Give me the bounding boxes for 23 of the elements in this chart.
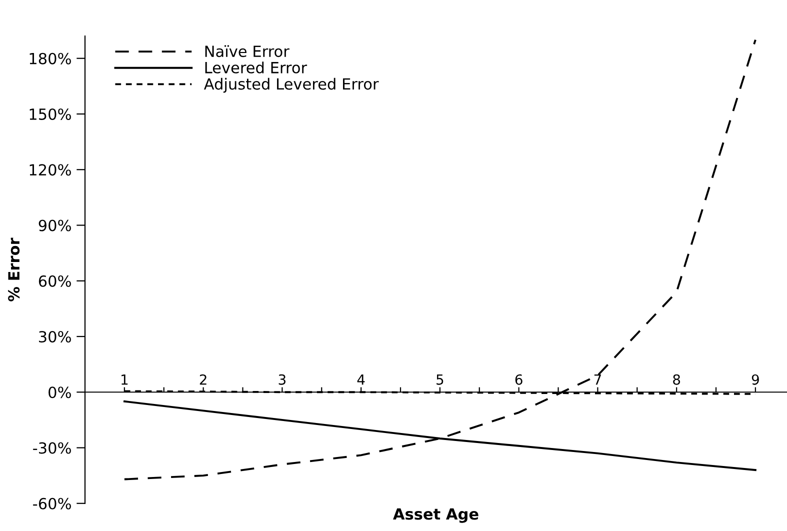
x-tick-label: 6 <box>515 374 522 385</box>
y-tick-label: 30% <box>39 330 71 343</box>
x-tick-label: 9 <box>752 374 759 385</box>
x-tick-label: 4 <box>357 374 365 385</box>
y-tick-label: 120% <box>30 164 71 176</box>
legend-label: Naïve Error <box>205 45 290 58</box>
y-tick-label: 90% <box>38 220 71 232</box>
y-tick-label: -30% <box>33 442 71 454</box>
y-tick-label: 150% <box>30 108 71 120</box>
x-tick-label: 8 <box>673 374 680 385</box>
y-axis-title: % Error <box>8 238 20 302</box>
y-tick-label: 60% <box>38 275 71 287</box>
x-tick-label: 7 <box>594 374 601 385</box>
y-tick-label: 180% <box>30 52 71 64</box>
y-tick-label: -60% <box>33 498 71 510</box>
x-tick-label: 2 <box>200 374 206 385</box>
x-axis-title: Asset Age <box>393 508 478 523</box>
x-tick-label: 5 <box>436 374 444 385</box>
legend-label: Adjusted Levered Error <box>204 78 379 93</box>
x-tick-label: 1 <box>122 374 128 385</box>
legend-label: Levered Error <box>205 62 308 74</box>
y-tick-label: 0% <box>48 386 71 398</box>
x-tick-label: 3 <box>278 374 286 385</box>
